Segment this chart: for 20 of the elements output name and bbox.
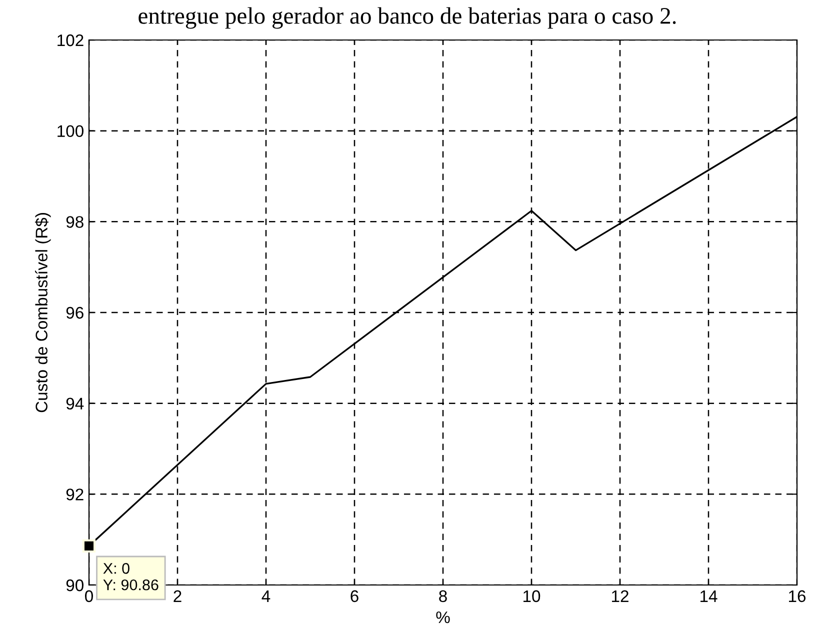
x-tick-label: 10 [524, 590, 540, 602]
y-tick-label: 92 [66, 488, 84, 500]
y-tick-label: 100 [58, 125, 84, 138]
y-tick-label: 102 [58, 34, 84, 46]
x-tick-label: 16 [789, 590, 806, 602]
x-tick-label: 6 [350, 590, 358, 602]
y-tick-label: 94 [66, 398, 84, 410]
y-tick-label: 98 [66, 216, 84, 228]
y-axis-title: Custo de Combustível (R$) [34, 213, 51, 412]
x-tick-label: 8 [439, 590, 447, 602]
annotation: X: 0 Y: 90.86 [103, 563, 158, 590]
y-tick-label: 90 [66, 579, 84, 592]
x-tick-label: 2 [174, 590, 182, 602]
x-tick-label: 14 [700, 590, 718, 602]
x-tick-label: 0 [85, 590, 93, 602]
x-axis-title: % [436, 611, 450, 624]
x-tick-label: 12 [612, 590, 628, 602]
y-tick-label: 96 [66, 306, 84, 319]
chart-title: entregue pelo gerador ao banco de baterias para o caso 2. [138, 7, 676, 29]
x-tick-label: 4 [262, 590, 270, 602]
